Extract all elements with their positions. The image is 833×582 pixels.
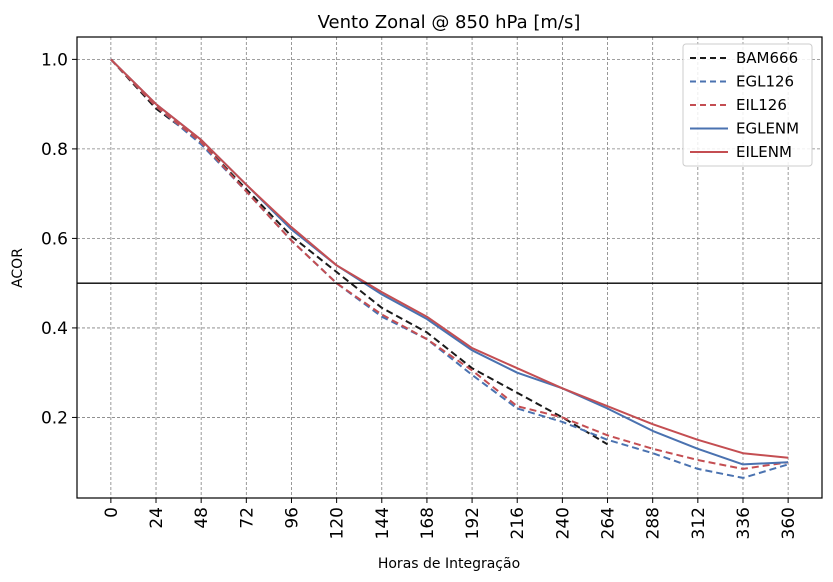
legend-label-bam666: BAM666 [736,49,798,67]
x-axis-ticks: 0 24 48 72 96 120 144 168 192 216 240 264 288 312 336 3… [102,498,799,539]
y-tick-label: 0.8 [41,140,68,160]
y-tick-label: 0.6 [41,229,68,249]
legend: BAM666 EGL126 EIL126 EGLENM EILENM [682,43,813,167]
legend-label-eglenm: EGLENM [736,120,799,138]
y-tick-label: 1.0 [41,50,68,70]
x-tick-label: 264 [599,507,619,539]
x-tick-label: 24 [147,507,167,529]
x-tick-label: 360 [779,507,799,539]
series-lines [110,58,789,479]
x-tick-label: 72 [237,507,257,529]
x-tick-label: 288 [644,507,664,539]
x-tick-label: 216 [508,507,528,539]
x-tick-label: 0 [102,507,122,518]
legend-label-egl126: EGL126 [736,73,794,91]
x-tick-label: 96 [282,507,302,529]
x-tick-label: 192 [463,507,483,539]
x-tick-label: 240 [553,507,573,539]
x-tick-label: 336 [734,507,754,539]
x-axis-label: Horas de Integração [378,556,520,572]
x-tick-label: 144 [373,507,393,539]
y-axis-label: ACOR [10,248,26,288]
chart-title: Vento Zonal @ 850 hPa [m/s] [318,12,581,33]
series-line-eil126 [110,58,789,470]
x-tick-label: 120 [328,507,348,539]
y-tick-label: 0.2 [41,408,68,428]
x-tick-label: 168 [418,507,438,539]
legend-box [682,43,813,167]
series-line-eilenm [110,58,789,459]
plot-frame [76,36,823,499]
x-tick-label: 312 [689,507,709,539]
legend-label-eil126: EIL126 [736,96,787,114]
y-axis-ticks: 0.2 0.4 0.6 0.8 1.0 [41,50,77,428]
x-tick-label: 48 [192,507,212,529]
y-tick-label: 0.4 [41,319,68,339]
series-line-bam666 [110,58,609,446]
legend-label-eilenm: EILENM [736,143,792,161]
